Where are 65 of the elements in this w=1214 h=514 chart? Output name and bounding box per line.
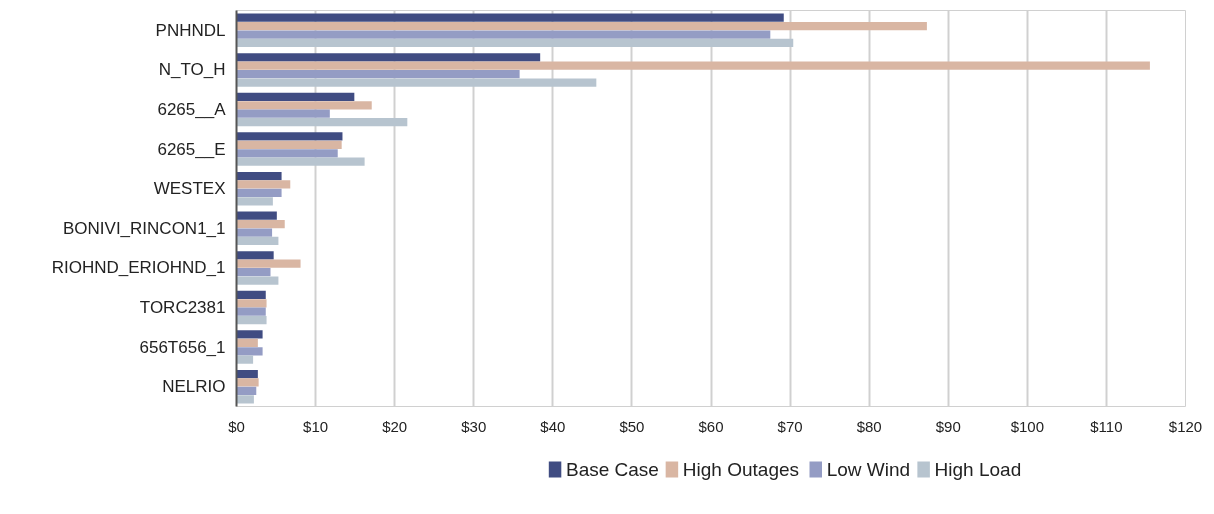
legend-label: Low Wind (826, 459, 911, 480)
bar (236, 236, 279, 246)
x-tick-label: $50 (619, 417, 645, 435)
bar (236, 378, 259, 387)
legend-label: High Outages (682, 459, 800, 480)
y-tick-label: NELRIO (162, 377, 226, 397)
x-tick-label: $30 (461, 417, 487, 435)
bar (236, 316, 267, 325)
x-tick-label: $120 (1168, 417, 1203, 435)
bar (236, 197, 273, 206)
x-tick-label: $40 (540, 417, 566, 435)
x-tick-label: $10 (303, 417, 329, 435)
bar (236, 267, 271, 277)
bar (236, 369, 258, 379)
bar (236, 21, 927, 31)
bar (236, 118, 408, 127)
x-tick-label: $90 (935, 417, 961, 435)
bar (236, 101, 372, 110)
bar (236, 347, 263, 356)
bar (236, 307, 266, 316)
bar (236, 13, 784, 22)
bar (236, 53, 541, 62)
bar (236, 157, 365, 166)
bar (236, 338, 258, 348)
bar (236, 290, 266, 299)
x-tick-label: $20 (382, 417, 408, 435)
legend-label: Base Case (565, 459, 659, 480)
legend-label: High Load (934, 459, 1022, 480)
y-tick-label: 6265__E (157, 139, 226, 159)
bar (236, 132, 343, 141)
x-tick-label: $100 (1010, 417, 1045, 435)
y-tick-label: N_TO_H (158, 60, 226, 80)
bar (236, 180, 291, 189)
y-tick-label: TORC2381 (139, 298, 226, 317)
y-tick-label: 6265__A (157, 100, 227, 119)
bar (236, 92, 355, 101)
bar (236, 395, 254, 404)
x-tick-label: $70 (777, 417, 803, 435)
y-tick-label: RIOHND_ERIOHND_1 (51, 258, 226, 278)
bar (236, 259, 301, 268)
y-tick-label: WESTEX (153, 179, 226, 199)
x-tick-label: $80 (856, 417, 882, 435)
bar (236, 219, 285, 229)
bar (236, 211, 277, 220)
x-tick-label: $60 (698, 417, 724, 435)
bar (236, 330, 263, 339)
y-tick-label: 656T656_1 (139, 337, 226, 357)
x-tick-label: $0 (228, 417, 245, 435)
bar (236, 69, 520, 79)
bar (236, 228, 273, 237)
bar (236, 109, 330, 118)
x-tick-label: $110 (1090, 417, 1123, 435)
bar (236, 188, 282, 198)
bar (236, 149, 338, 158)
bar (236, 276, 279, 285)
bar (236, 38, 794, 48)
bar (236, 140, 342, 150)
bar (236, 30, 771, 39)
bar (236, 61, 1150, 70)
bar (236, 251, 274, 260)
bar (236, 171, 282, 181)
bar (236, 78, 597, 87)
y-tick-label: PNHNDL (155, 20, 226, 40)
bar (236, 299, 267, 308)
y-tick-label: BONIVI_RINCON1_1 (63, 218, 226, 238)
